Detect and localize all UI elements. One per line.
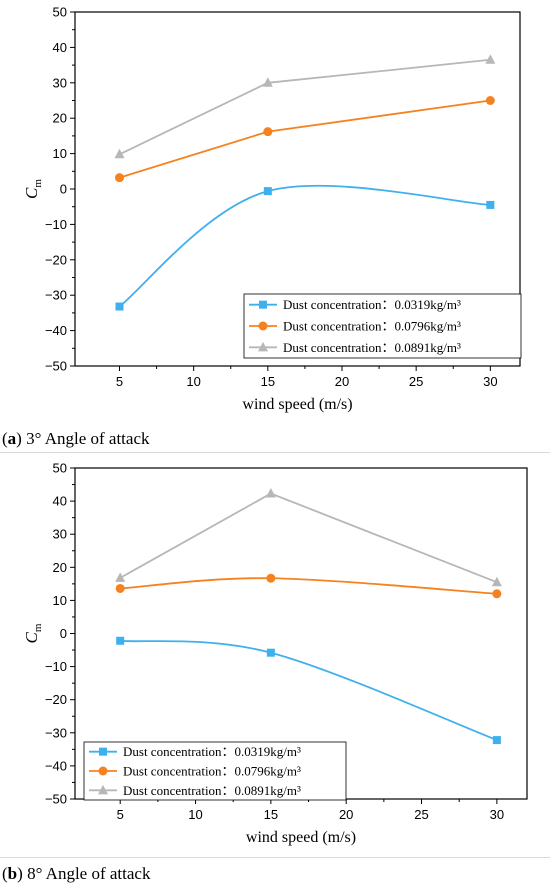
data-point (266, 573, 276, 583)
series-3 (115, 487, 502, 587)
data-point (265, 487, 276, 498)
y-tick-label: −30 (45, 288, 67, 303)
series-1 (116, 636, 501, 745)
y-tick-label: 10 (53, 146, 67, 161)
y-tick-label: −40 (45, 323, 67, 338)
legend-marker (258, 341, 268, 352)
legend: Dust concentration：0.0319kg/m³ Dust conce… (83, 741, 347, 801)
y-tick-label: 50 (53, 5, 67, 20)
legend-marker (99, 747, 107, 756)
y-tick-label: −10 (45, 659, 67, 674)
caption-b-text: 8° Angle of attack (27, 864, 151, 883)
data-point (492, 589, 502, 599)
data-point (115, 583, 125, 593)
x-tick-label: 25 (414, 807, 428, 822)
x-tick-label: 30 (483, 374, 497, 389)
legend-label: Dust concentration：0.0891kg/m³ (283, 340, 461, 355)
x-tick-label: 15 (261, 374, 275, 389)
y-tick-label: 10 (53, 593, 67, 608)
y-tick-label: −10 (45, 217, 67, 232)
x-tick-label: 5 (116, 374, 123, 389)
y-tick-label: −30 (45, 725, 67, 740)
series-2 (115, 96, 495, 183)
y-tick-label: −20 (45, 692, 67, 707)
caption-divider (0, 857, 550, 858)
series-line (118, 184, 491, 308)
legend-label: Dust concentration：0.0319kg/m³ (123, 744, 301, 759)
caption-divider (0, 452, 550, 453)
legend-label: Dust concentration：0.0796kg/m³ (283, 319, 461, 334)
chart-panel-a: −50 −40 −30 −20 −10 0 10 20 30 40 50 5 10 15 20 25 30 win… (22, 5, 522, 413)
chart-panel-b: −50 −40 −30 −20 −10 0 10 20 30 40 50 5 10 15 20 25 30 win… (22, 461, 528, 846)
data-point (114, 148, 125, 159)
legend-box (83, 741, 347, 801)
series-line (119, 99, 491, 179)
legend-marker (98, 766, 108, 776)
x-tick-label: 10 (186, 374, 200, 389)
data-point (492, 736, 501, 745)
legend-label: Dust concentration：0.0891kg/m³ (123, 783, 301, 798)
caption-a: (a) 3° Angle of attack (2, 429, 150, 448)
y-tick-label: −50 (45, 792, 67, 807)
x-tick-label: 15 (264, 807, 278, 822)
series-line (119, 58, 491, 156)
series-3 (114, 54, 496, 159)
y-tick-label: 0 (60, 626, 67, 641)
data-point (491, 576, 502, 587)
x-tick-label: 5 (117, 807, 124, 822)
y-tick-label: 40 (53, 40, 67, 55)
data-point (116, 636, 125, 645)
y-tick-label: −50 (45, 359, 67, 374)
series-line (120, 639, 498, 741)
legend-marker (98, 784, 108, 795)
y-axis-label: Cm (22, 623, 44, 643)
y-tick-label: 20 (53, 560, 67, 575)
data-point (266, 648, 275, 657)
series-2 (115, 573, 502, 599)
data-point (115, 572, 126, 582)
data-point (263, 187, 272, 196)
data-point (115, 302, 124, 311)
data-point (262, 77, 273, 87)
legend-marker (259, 300, 267, 309)
y-tick-label: 50 (53, 461, 67, 476)
data-point (115, 173, 124, 183)
y-axis-label: Cm (22, 179, 44, 199)
series-line (119, 492, 498, 584)
legend-marker (258, 321, 268, 331)
y-tick-label: 0 (60, 182, 67, 197)
data-point (263, 127, 273, 137)
series-1 (115, 184, 495, 311)
y-tick-label: 30 (53, 75, 67, 90)
series-line (120, 577, 497, 595)
legend-box (243, 293, 522, 359)
x-tick-label: 10 (188, 807, 202, 822)
y-tick-label: 30 (53, 527, 67, 542)
y-tick-label: 40 (53, 494, 67, 509)
x-tick-label: 20 (335, 374, 349, 389)
caption-b: (b) 8° Angle of attack (2, 864, 151, 883)
y-tick-label: −20 (45, 252, 67, 267)
x-axis-label: wind speed (m/s) (242, 396, 352, 413)
x-axis-label: wind speed (m/s) (246, 829, 356, 846)
data-point (485, 54, 496, 64)
legend-label: Dust concentration：0.0796kg/m³ (123, 764, 301, 779)
y-tick-label: 20 (53, 111, 67, 126)
legend-label: Dust concentration：0.0319kg/m³ (283, 297, 461, 312)
legend: Dust concentration：0.0319kg/m³ Dust conce… (243, 293, 522, 359)
caption-a-letter: a (7, 429, 17, 448)
data-point (486, 200, 495, 209)
caption-b-letter: b (7, 864, 18, 883)
x-tick-label: 25 (409, 374, 423, 389)
x-tick-label: 20 (339, 807, 353, 822)
data-point (485, 96, 495, 105)
caption-a-text: 3° Angle of attack (26, 429, 150, 448)
y-tick-label: −40 (45, 758, 67, 773)
x-tick-label: 30 (490, 807, 504, 822)
